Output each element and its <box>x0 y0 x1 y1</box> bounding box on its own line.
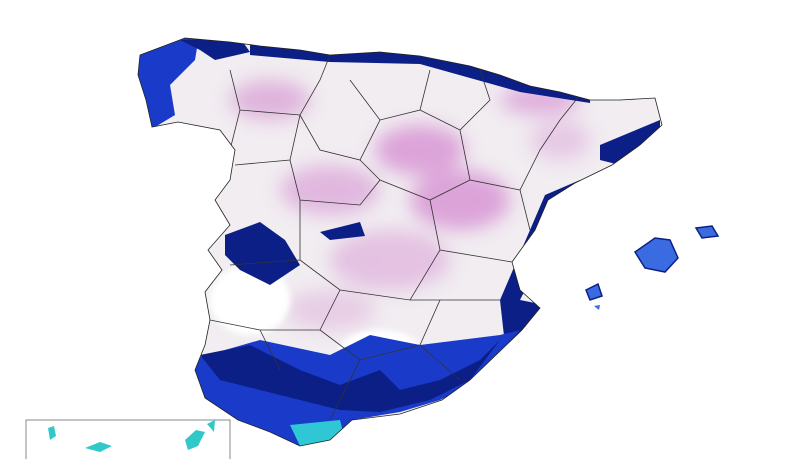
island <box>48 426 56 440</box>
island <box>85 442 112 452</box>
canary-inset <box>25 419 231 459</box>
balearic-islands <box>585 225 720 310</box>
coastline <box>137 37 663 447</box>
formentera <box>594 305 600 310</box>
blue-areas <box>138 38 660 446</box>
province-borders <box>209 54 581 421</box>
pink-areas <box>230 80 590 330</box>
island <box>207 420 215 432</box>
mallorca <box>633 237 679 273</box>
menorca <box>694 225 720 239</box>
island <box>185 430 205 450</box>
land <box>138 38 662 446</box>
ibiza <box>585 282 603 301</box>
